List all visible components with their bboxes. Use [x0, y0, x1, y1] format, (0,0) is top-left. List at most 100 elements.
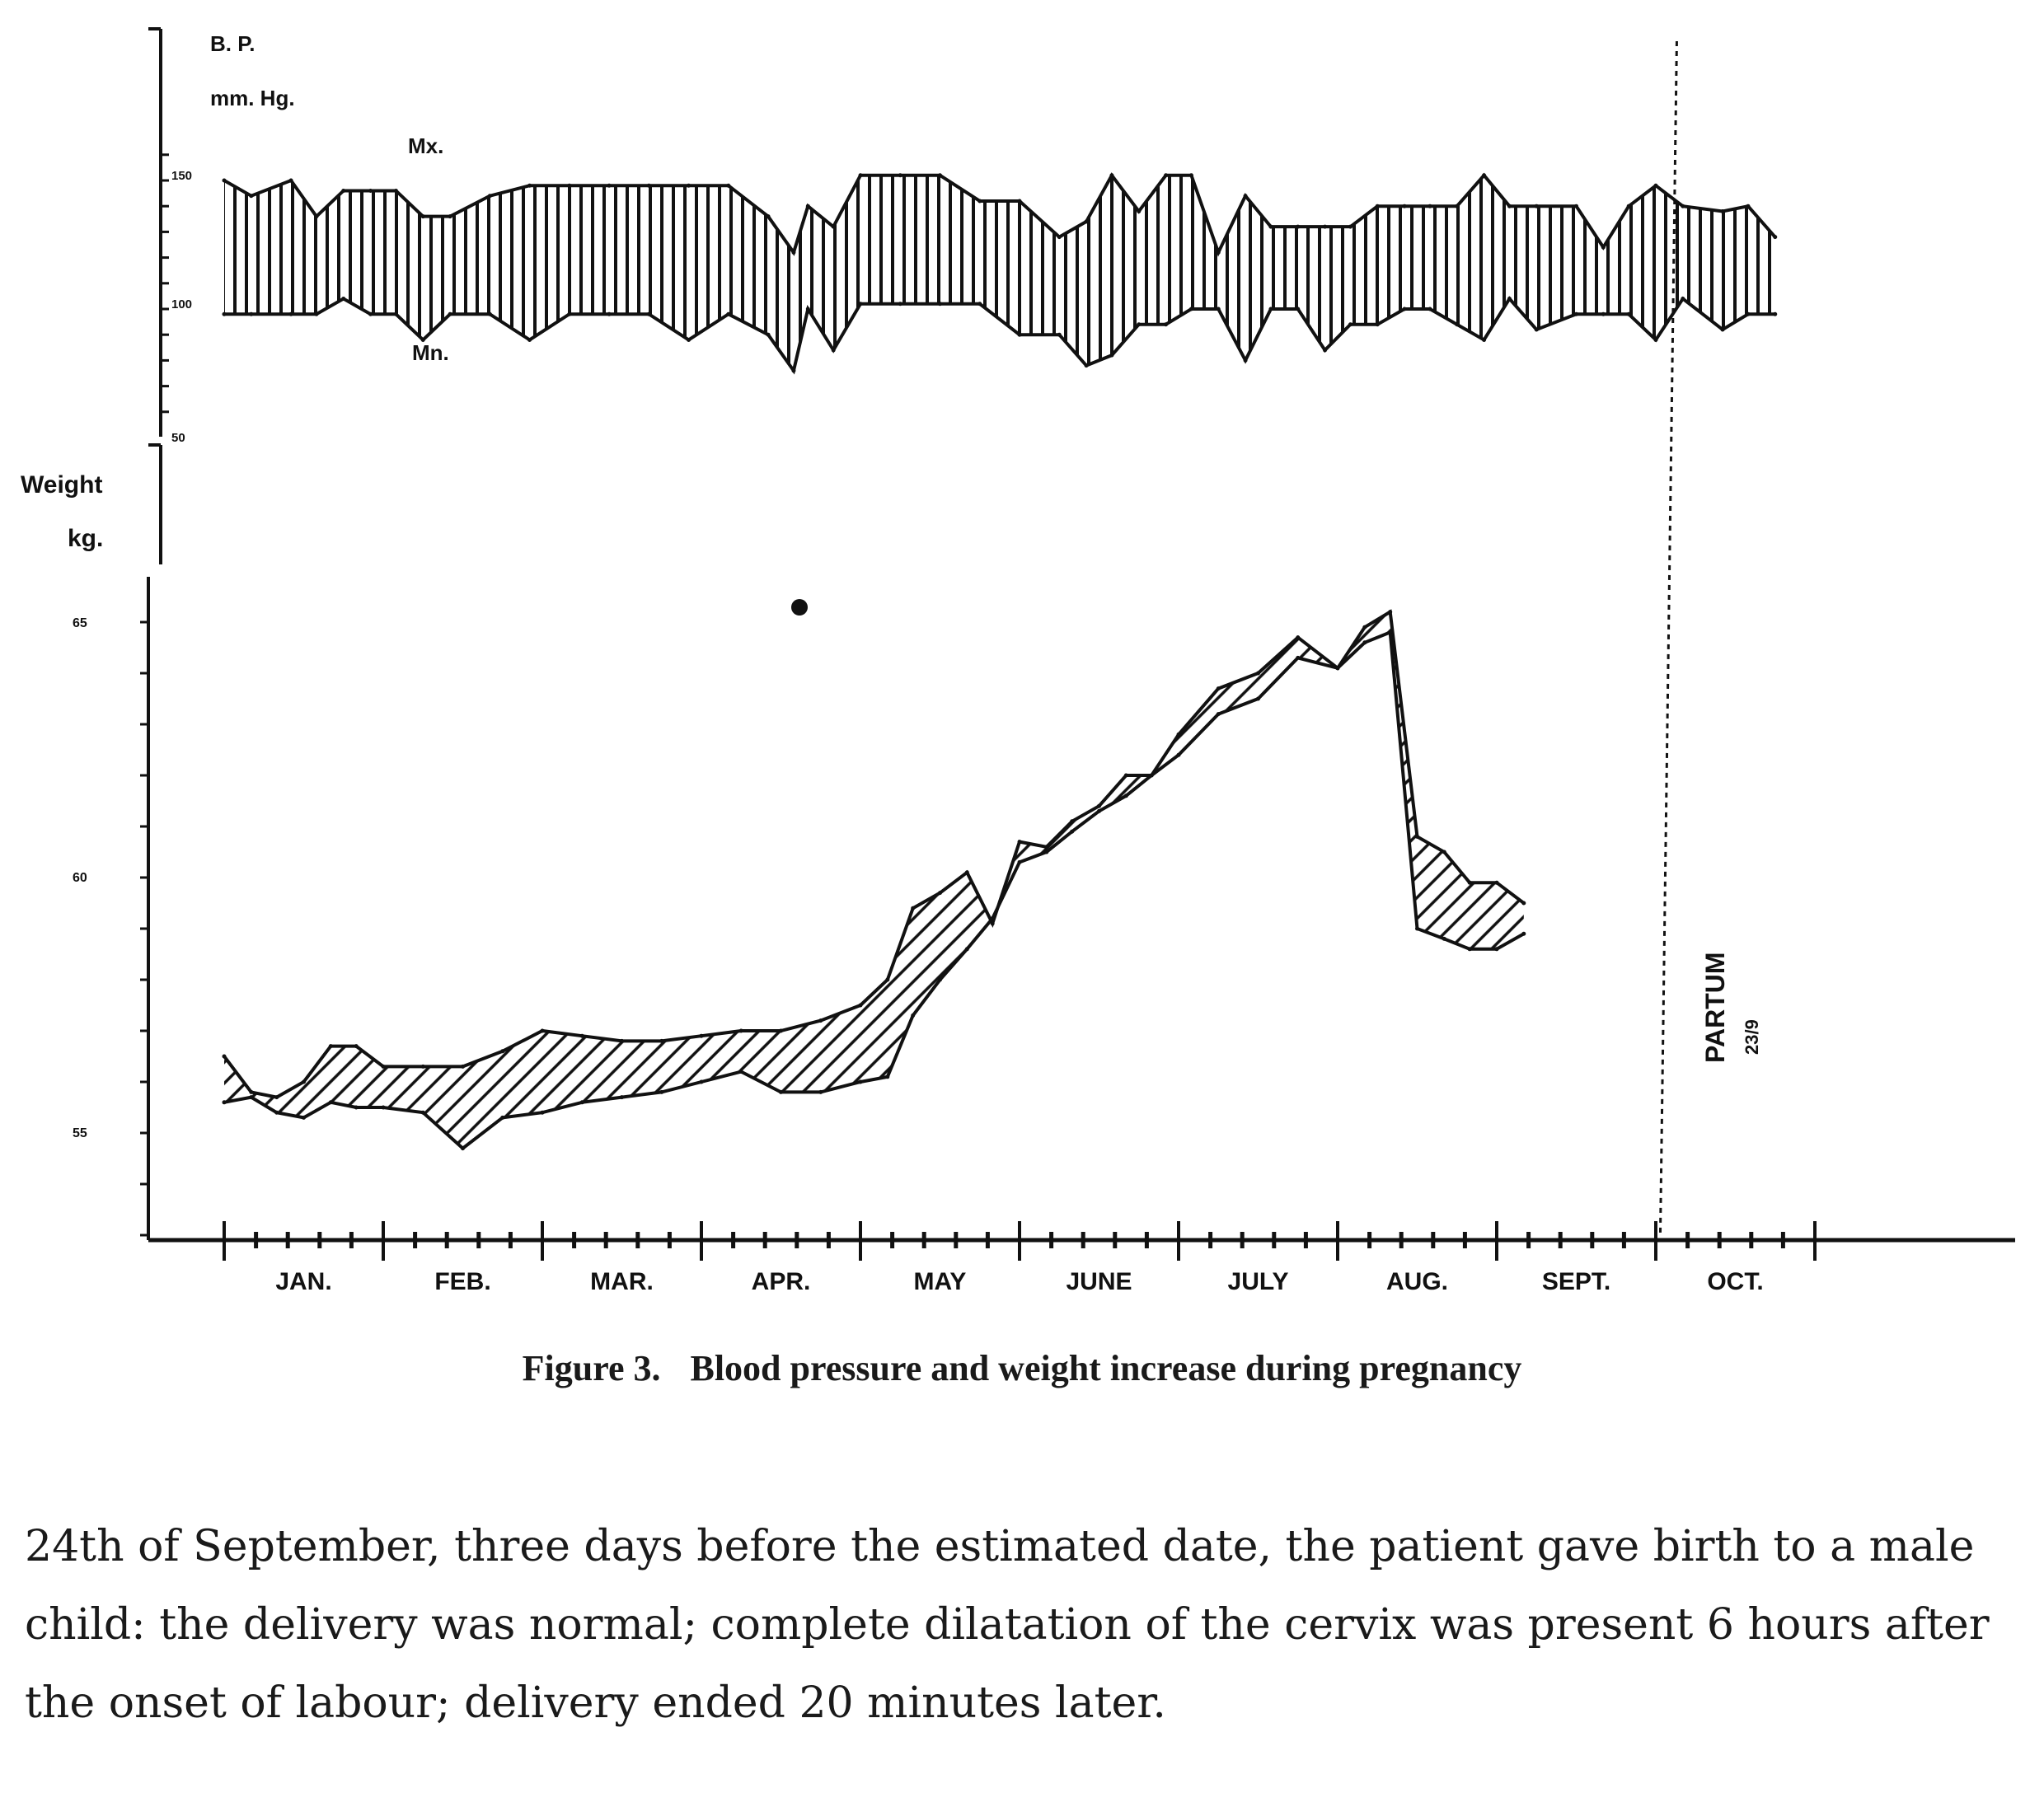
bp-band-lower-point — [368, 311, 373, 316]
bp-band-upper-point — [1653, 183, 1658, 188]
weight-band-upper-point — [938, 891, 942, 896]
weight-band-upper-point — [249, 1089, 254, 1094]
partum-line — [1658, 40, 1678, 1237]
weight-band-upper-point — [302, 1079, 306, 1084]
weight-band-upper-point — [354, 1044, 359, 1049]
weight-band-lower-point — [328, 1100, 333, 1105]
bp-band-lower-point — [1773, 311, 1778, 316]
bp-band-lower-point — [1348, 322, 1353, 327]
bp-band-upper-point — [1773, 235, 1778, 240]
weight-band-upper-point — [1017, 840, 1022, 845]
bp-band-upper-point — [288, 178, 293, 183]
bp-band-lower-point — [420, 337, 425, 342]
weight-minor-ticks — [140, 620, 148, 1237]
weight-band-lower-point — [738, 1070, 743, 1074]
bp-band-upper-point — [1084, 219, 1089, 224]
weight-band-upper-point — [911, 906, 916, 911]
month-label: MAR. — [590, 1268, 654, 1295]
weight-band-lower-point — [1521, 931, 1526, 936]
month-labels: JAN. FEB. MAR. APR. MAY JUNE JULY AUG. SEPT. OCT. — [275, 1268, 1763, 1295]
weight-band-upper-point — [885, 977, 890, 982]
weight-band-upper-point — [540, 1028, 545, 1033]
month-label: JAN. — [275, 1268, 331, 1295]
bp-band-lower-point — [791, 368, 796, 373]
bp-band-lower-point — [249, 311, 254, 316]
bp-band-upper-point — [977, 199, 982, 204]
bp-band-lower-point — [1057, 332, 1062, 337]
weight-band-upper-point — [964, 870, 969, 875]
bp-band-upper-point — [393, 188, 398, 193]
weight-band-lower-point — [249, 1095, 254, 1100]
bp-band-lower-point — [1482, 337, 1487, 342]
bp-band-lower-point — [1720, 327, 1725, 332]
bp-band-upper-point — [1375, 204, 1380, 208]
bp-band-upper-point — [831, 224, 836, 229]
bp-band-lower-point — [938, 302, 942, 307]
weight-band-lower-point — [659, 1089, 664, 1094]
month-label: FEB. — [434, 1268, 490, 1295]
bp-band-upper-point — [1626, 204, 1631, 208]
bp-band-lower-point — [1188, 307, 1193, 311]
weight-band-upper-point — [222, 1054, 227, 1059]
weight-band-lower-point — [620, 1095, 624, 1100]
weight-band-upper-point — [1176, 732, 1181, 737]
bp-band-upper-point — [1137, 208, 1142, 213]
weight-band-upper-point — [1442, 850, 1446, 854]
weight-band-upper-point — [1521, 901, 1526, 906]
bp-band-lower-point — [1455, 322, 1460, 327]
weight-band-lower-point — [1216, 712, 1221, 717]
bp-band-upper-point — [1455, 204, 1460, 208]
bp-band-upper-point — [898, 173, 902, 178]
bp-band-upper-point — [1482, 173, 1487, 178]
bp-band-upper-point — [1216, 250, 1221, 255]
weight-band-lower-point — [1467, 947, 1472, 952]
figure-caption-text: Blood pressure and weight increase durin… — [690, 1348, 1522, 1388]
bp-band-lower-point — [1653, 337, 1658, 342]
weight-band-lower-point — [461, 1146, 465, 1151]
figure-number: Figure 3. — [522, 1348, 661, 1388]
bp-band-lower-point — [222, 311, 227, 316]
weight-band-upper-point — [1123, 773, 1128, 778]
weight-band-lower-point — [858, 1079, 863, 1084]
bp-band-lower-point — [1268, 307, 1273, 311]
bp-band-lower-line — [224, 296, 1775, 375]
bp-max-label: Mx. — [408, 133, 443, 158]
weight-band-lower-point — [699, 1079, 704, 1084]
bp-band-upper-point — [1402, 204, 1407, 208]
month-label: OCT. — [1707, 1268, 1763, 1295]
weight-tick-label-60: 60 — [73, 871, 87, 885]
bp-band-lower-point — [341, 297, 346, 302]
bp-band-upper-point — [938, 173, 942, 178]
speckle — [791, 599, 808, 616]
weight-band-upper-point — [461, 1064, 465, 1069]
weight-band-lower-point — [1123, 793, 1128, 798]
bp-band-upper-point — [567, 183, 572, 188]
weight-axis-title-1: Weight — [21, 471, 102, 499]
bp-band-upper-point — [1268, 224, 1273, 229]
weight-band-lower-point — [1296, 655, 1301, 660]
weight-band-lower-point — [1017, 859, 1022, 864]
bp-band-lower-point — [1017, 332, 1022, 337]
weight-band-upper-point — [699, 1033, 704, 1038]
weight-band-lower-point — [818, 1089, 823, 1094]
weight-band-upper-point — [420, 1064, 425, 1069]
weight-band-upper-point — [1494, 880, 1499, 885]
bp-band-lower-point — [527, 337, 532, 342]
month-label: APR. — [752, 1268, 811, 1295]
weight-band-lower-point — [1388, 630, 1393, 634]
weight-band-lower-point — [990, 916, 995, 921]
bp-min-label: Mn. — [412, 340, 449, 365]
weight-band-upper-point — [738, 1028, 743, 1033]
weight-band-lower-point — [1442, 936, 1446, 941]
weight-band-upper-point — [1415, 834, 1419, 839]
bp-band-lower-point — [1601, 311, 1606, 316]
bp-band-upper-point — [341, 188, 346, 193]
weight-band-upper-point — [1216, 686, 1221, 691]
bp-band-upper-point — [222, 178, 227, 183]
weight-band-lower-point — [1362, 640, 1367, 645]
bp-band-upper-point — [314, 214, 319, 219]
bp-band-lower-point — [1216, 307, 1221, 311]
weight-band-upper-point — [1296, 635, 1301, 640]
bp-band-upper-point — [1574, 204, 1578, 208]
